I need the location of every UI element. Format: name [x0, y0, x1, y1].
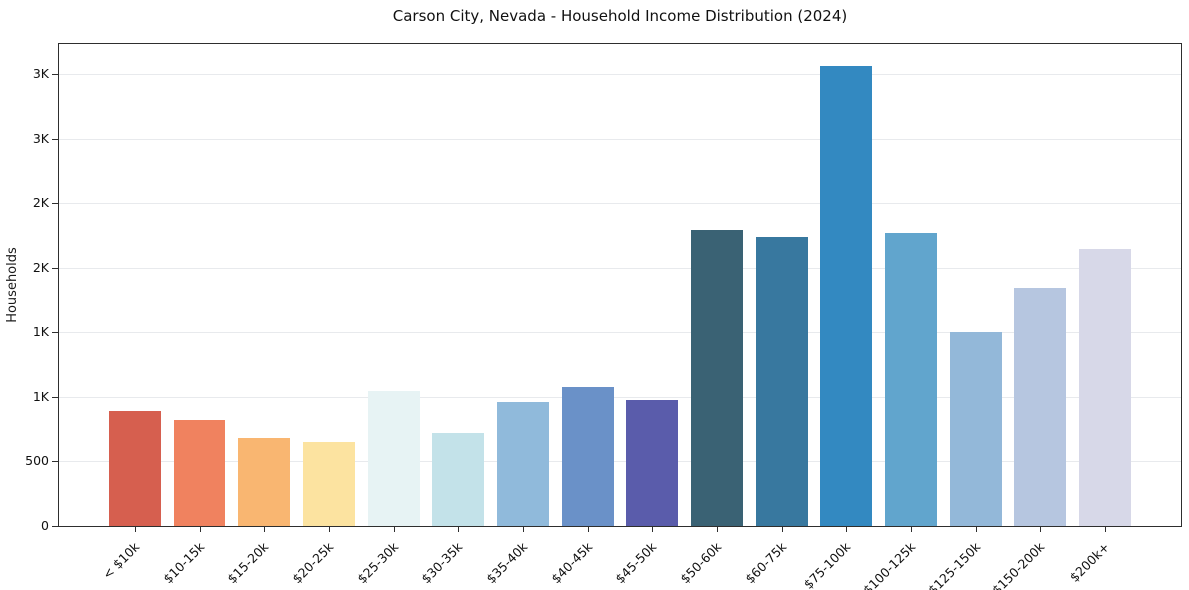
bar-200k	[1079, 249, 1131, 526]
y-tick-label: 3K	[32, 65, 49, 81]
y-tick-mark	[52, 138, 58, 140]
gridline	[59, 138, 1181, 140]
bar-35-40k	[497, 402, 549, 526]
x-tick-mark	[134, 527, 136, 532]
gridline	[59, 267, 1181, 269]
y-tick-mark	[52, 267, 58, 269]
bar-45-50k	[626, 400, 679, 526]
x-tick-mark	[717, 527, 718, 532]
y-tick-mark	[52, 461, 58, 463]
x-tick-mark	[652, 527, 654, 532]
y-tick-label: 1K	[32, 388, 49, 404]
bar-60-75k	[755, 237, 808, 526]
x-tick-mark	[458, 527, 460, 532]
gridline	[59, 461, 1181, 463]
y-axis-title: Households	[5, 247, 20, 323]
x-tick-mark	[393, 527, 395, 532]
x-tick-mark	[846, 527, 848, 532]
y-tick-label: 3K	[32, 130, 49, 146]
x-tick-mark	[975, 527, 977, 532]
y-tick-label: 0	[41, 518, 49, 533]
bar-125-150k	[949, 332, 1002, 526]
x-tick-mark	[911, 527, 913, 532]
x-tick-mark	[781, 527, 783, 532]
bar-10k	[109, 411, 161, 526]
gridline	[59, 332, 1181, 334]
x-tick-mark	[522, 527, 524, 532]
bar-20-25k	[303, 442, 355, 526]
bar-10-15k	[173, 420, 226, 526]
x-tick-mark	[328, 527, 330, 532]
x-tick-mark	[264, 527, 266, 532]
y-tick-mark	[52, 203, 58, 205]
x-tick-mark	[199, 527, 201, 532]
y-tick-mark	[52, 396, 58, 398]
gridline	[59, 73, 1181, 75]
bar-30-35k	[432, 433, 485, 526]
bar-100-125k	[885, 233, 937, 526]
y-tick-label: 2K	[32, 195, 49, 211]
bar-75-100k	[820, 66, 873, 526]
y-tick-mark	[52, 332, 58, 334]
y-tick-label: 2K	[32, 259, 49, 275]
bar-15-20k	[238, 438, 291, 526]
bar-50-60k	[691, 230, 743, 526]
gridline	[59, 396, 1181, 398]
x-tick-mark	[587, 527, 589, 532]
bar-40-45k	[561, 387, 614, 526]
plot-area	[58, 43, 1182, 527]
y-tick-label: 500	[25, 453, 49, 469]
x-tick-label: < $10k	[99, 539, 143, 583]
gridline	[59, 203, 1181, 205]
chart-title: Carson City, Nevada - Household Income D…	[392, 7, 848, 25]
y-tick-mark	[52, 73, 58, 75]
bar-25-30k	[367, 391, 420, 526]
x-tick-mark	[1105, 527, 1107, 532]
x-tick-mark	[1040, 527, 1042, 532]
y-tick-label: 1K	[32, 324, 49, 340]
y-tick-mark	[52, 526, 58, 527]
bar-150-200k	[1014, 288, 1067, 526]
